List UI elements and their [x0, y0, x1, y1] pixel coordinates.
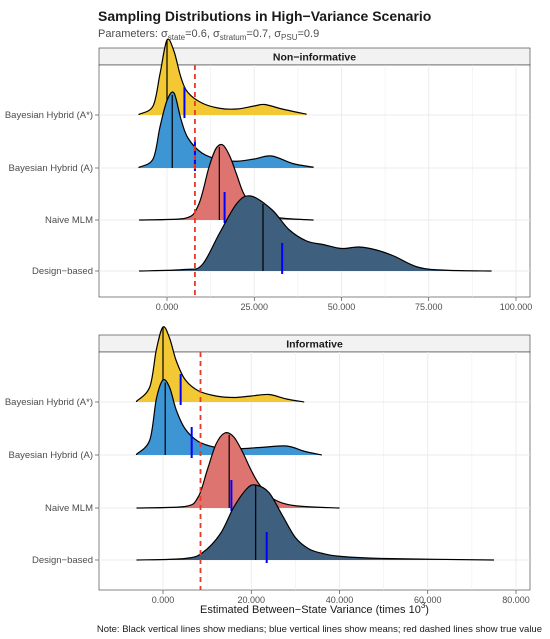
- panel-strip-label: Non−informative: [273, 52, 356, 64]
- x-tick-label: 100.000: [500, 302, 533, 312]
- figure-subtitle: Parameters: σstate=0.6, σstratum=0.7, σP…: [98, 28, 319, 42]
- density-outline: [138, 91, 314, 168]
- subtitle-prefix: Parameters:: [98, 28, 161, 40]
- density-area: [136, 379, 322, 455]
- panel-informative: Informative Bayesian Hybrid (A*) Bayesian …: [5, 326, 531, 616]
- density-outline: [135, 378, 322, 456]
- density-outline: [136, 484, 494, 561]
- density-area: [139, 144, 314, 220]
- y-tick-label: Bayesian Hybrid (A): [9, 163, 93, 174]
- param-psu: σPSU=0.9: [274, 28, 320, 43]
- x-axis-title: Estimated Between−State Variance (times …: [200, 601, 429, 616]
- x-tick-label: 75.000: [415, 302, 443, 312]
- y-tick-label: Bayesian Hybrid (A*): [5, 110, 93, 121]
- x-tick-label: 25.000: [240, 302, 268, 312]
- figure-note: Note: Black vertical lines show medians;…: [96, 624, 542, 635]
- x-tick-label: 80.000: [502, 595, 530, 605]
- density-area: [136, 484, 494, 560]
- y-tick-label: Naive MLM: [45, 215, 93, 226]
- x-tick-label: 40.000: [326, 595, 354, 605]
- y-tick-label: Bayesian Hybrid (A*): [5, 397, 93, 408]
- density-area: [139, 39, 307, 115]
- y-tick-label: Naive MLM: [45, 503, 93, 514]
- param-state: σstate=0.6,: [160, 28, 213, 43]
- density-outline: [139, 195, 492, 272]
- density-area: [139, 195, 492, 271]
- param-stratum: σstratum=0.7,: [212, 28, 275, 43]
- panel-non-informative: Non−informative Bayesian Hybrid (A*) Bayes…: [5, 38, 533, 312]
- x-tick-label: 0.000: [152, 595, 175, 605]
- y-tick-label: Bayesian Hybrid (A): [9, 450, 93, 461]
- figure-title: Sampling Distributions in High−Variance …: [98, 8, 432, 24]
- density-area: [139, 92, 314, 168]
- density-area: [136, 432, 340, 508]
- ridge-bayesian-hybrid-a: [135, 378, 322, 458]
- density-outline: [135, 326, 305, 403]
- ridge-design-based: [139, 195, 492, 274]
- density-outline: [138, 38, 307, 115]
- y-tick-label: Design−based: [32, 266, 93, 277]
- x-tick-label: 50.000: [328, 302, 356, 312]
- panel-strip-label: Informative: [286, 339, 343, 351]
- y-tick-label: Design−based: [32, 555, 93, 566]
- ridge-design-based: [136, 484, 494, 563]
- density-area: [136, 326, 305, 402]
- x-tick-label: 60.000: [414, 595, 442, 605]
- x-tick-label: 0.000: [156, 302, 179, 312]
- x-tick-label: 20.000: [237, 595, 265, 605]
